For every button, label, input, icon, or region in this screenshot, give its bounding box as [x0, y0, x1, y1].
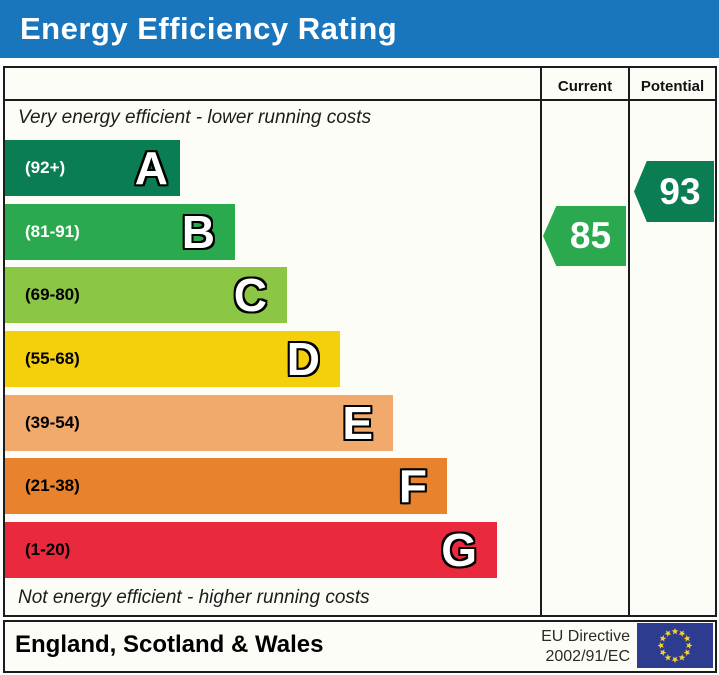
band-row-d: (55-68) D [5, 331, 340, 387]
column-divider-potential [628, 66, 630, 617]
band-row-a: (92+) A [5, 140, 180, 196]
band-range-label: (81-91) [25, 222, 80, 241]
eu-directive-line2: 2002/91/EC [545, 648, 630, 665]
band-range-label: (21-38) [25, 476, 80, 495]
band-letter: A [134, 142, 168, 194]
band-row-g: (1-20) G [5, 522, 497, 578]
band-range-label: (39-54) [25, 413, 80, 432]
header-divider [3, 99, 717, 101]
band-range-label: (1-20) [25, 540, 71, 559]
eu-flag-icon [637, 623, 713, 668]
band-letter: B [181, 206, 215, 258]
band-letter: G [441, 524, 477, 576]
band-range-label: (92+) [25, 158, 66, 177]
band-row-e: (39-54) E [5, 395, 393, 451]
band-letter: C [233, 269, 267, 321]
title-bar: Energy Efficiency Rating [0, 0, 719, 58]
potential-rating-arrow: 93 [634, 161, 714, 222]
band-range-label: (55-68) [25, 349, 80, 368]
band-letter: F [398, 460, 427, 512]
band-row-f: (21-38) F [5, 458, 447, 514]
caption-top: Very energy efficient - lower running co… [18, 107, 372, 128]
caption-bottom: Not energy efficient - higher running co… [18, 587, 370, 608]
column-header-current: Current [557, 77, 613, 95]
page-title: Energy Efficiency Rating [20, 11, 398, 46]
current-rating-value: 85 [569, 215, 612, 256]
footer-bar [3, 620, 717, 673]
band-row-b: (81-91) B [5, 204, 235, 260]
band-row-c: (69-80) C [5, 267, 287, 323]
footer-region-label: England, Scotland & Wales [15, 631, 324, 658]
band-letter: D [286, 333, 320, 385]
current-rating-arrow: 85 [543, 206, 626, 266]
band-range-label: (69-80) [25, 285, 80, 304]
column-header-potential: Potential [640, 77, 705, 95]
potential-rating-value: 93 [659, 170, 701, 212]
eu-directive-line1: EU Directive [541, 628, 630, 645]
column-divider-current [540, 66, 542, 617]
eu-directive-label: EU Directive 2002/91/EC [490, 627, 630, 667]
band-letter: E [342, 397, 373, 449]
